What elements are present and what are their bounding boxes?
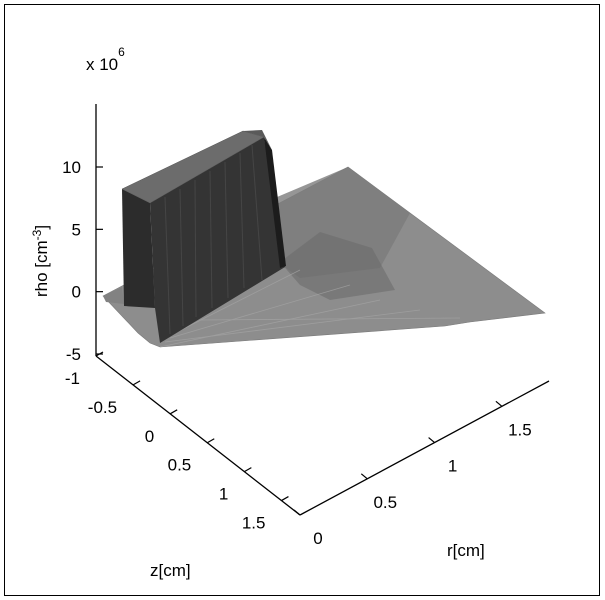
y-tick-label: -0.5 [88, 398, 117, 417]
surface-plateau-rim [243, 130, 272, 150]
y-tick-mark [281, 496, 289, 502]
y-tick-mark [244, 467, 252, 473]
x-axis-label: r[cm] [447, 541, 485, 560]
x-tick-label: 1 [448, 457, 457, 476]
surface [102, 130, 546, 348]
x-tick-mark [360, 473, 368, 480]
x-tick-label: 0.5 [373, 493, 397, 512]
y-axis-label: z[cm] [150, 561, 191, 580]
surface-wall-streaks [164, 144, 263, 335]
x-tick-label: 1.5 [508, 420, 532, 439]
axis-ticks: 10 5 0 -5 -1 -0.5 0 0.5 1 1.5 0 0.5 1 1.5 [62, 158, 532, 548]
y-tick-mark [132, 380, 141, 386]
y-tick-label: -1 [65, 369, 80, 388]
y-tick-label: 1.5 [242, 514, 266, 533]
surface-sheet-ridge [280, 232, 395, 300]
x-tick-label: 0 [313, 529, 322, 548]
x-tick-mark [293, 509, 301, 516]
x-tick-mark [428, 437, 435, 444]
x-axis-line [299, 380, 550, 516]
x-tick-mark [495, 400, 503, 407]
y-tick-mark [95, 351, 104, 357]
y-tick-label: 1 [219, 485, 228, 504]
z-axis-label: rho [cm-3] [30, 225, 51, 297]
y-tick-mark [206, 438, 215, 444]
z-tick-label: -5 [66, 345, 81, 364]
z-tick-label: 10 [62, 158, 81, 177]
y-axis-line [95, 355, 301, 516]
surface-wall-left [122, 189, 155, 308]
y-tick-label: 0 [145, 427, 154, 446]
y-tick-label: 0.5 [168, 456, 192, 475]
z-tick-label: 5 [72, 220, 81, 239]
surface-left-foot [103, 287, 124, 304]
z-tick-label: 0 [72, 283, 81, 302]
y-tick-mark [169, 409, 178, 415]
surface-wall-front [150, 137, 285, 343]
surface-wall-right [264, 137, 286, 268]
scale-factor: x 106 [86, 45, 125, 74]
axes [95, 104, 550, 516]
